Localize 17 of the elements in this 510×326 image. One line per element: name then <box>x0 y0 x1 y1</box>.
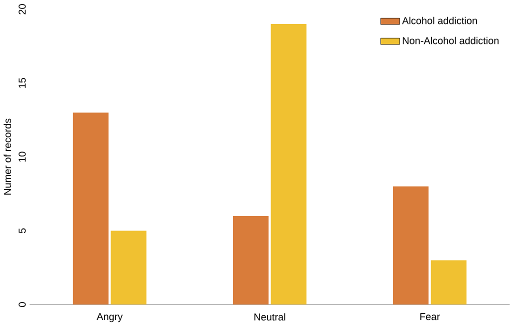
bar <box>110 230 146 305</box>
y-tick-label: 15 <box>18 78 26 88</box>
y-tick-label: 10 <box>18 152 26 162</box>
bar <box>270 24 306 305</box>
y-axis-title: Numer of records <box>4 118 12 195</box>
bar <box>393 186 429 305</box>
x-tick-label: Fear <box>420 313 440 320</box>
bar <box>430 260 466 305</box>
bar <box>232 216 269 305</box>
y-tick-label: 20 <box>18 4 26 14</box>
legend-label: Alcohol addiction <box>402 16 477 24</box>
x-tick-label: Angry <box>96 313 123 322</box>
y-tick-label: 5 <box>18 228 26 234</box>
bar <box>72 112 109 305</box>
y-tick-label: 0 <box>18 302 26 308</box>
legend-label: Non-Alcohol addiction <box>402 36 499 44</box>
x-tick-label: Neutral <box>254 313 286 321</box>
